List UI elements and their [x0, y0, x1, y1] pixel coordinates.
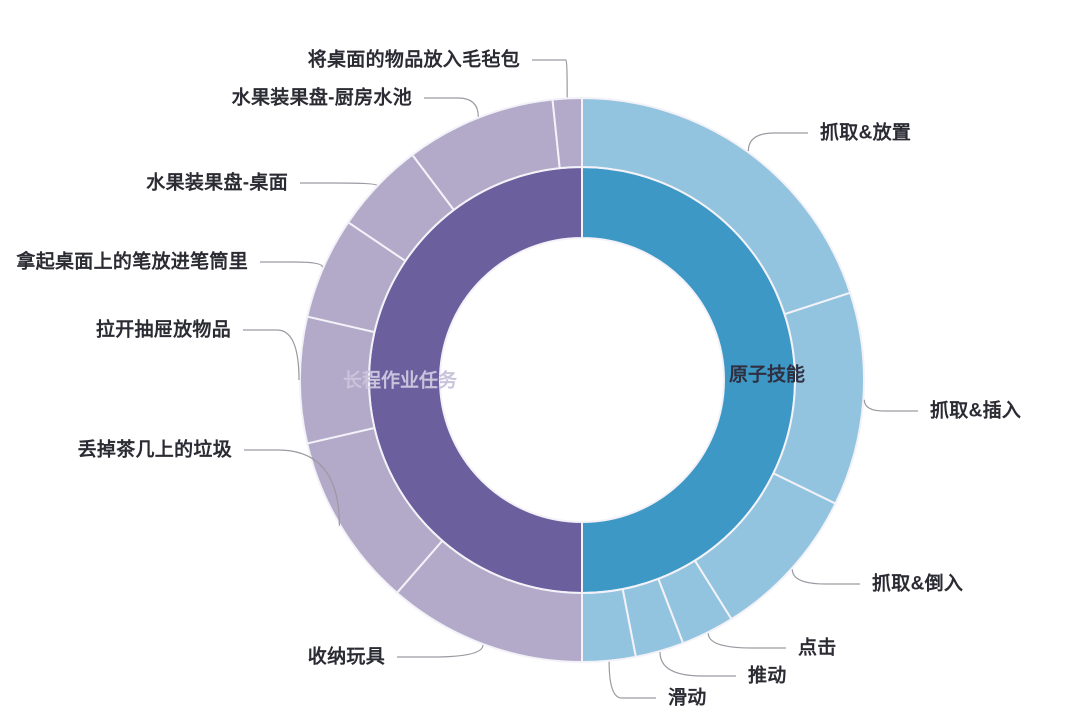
inner-ring-label: 原子技能 — [728, 364, 806, 386]
slice-callout-label: 水果装果盘-厨房水池 — [231, 87, 412, 109]
leader-line — [244, 449, 341, 526]
leader-line — [791, 569, 860, 585]
outer-ring-group — [299, 97, 865, 663]
slice-callout-label: 水果装果盘-桌面 — [146, 172, 288, 194]
inner-ring-label: 长程作业任务 — [342, 370, 458, 392]
leader-lines-group — [243, 59, 918, 699]
leader-line — [659, 652, 736, 677]
slice-callout-label: 抓取&放置 — [820, 122, 912, 144]
leader-line — [707, 633, 786, 649]
leader-line — [243, 329, 300, 381]
slice-callout-label: 将桌面的物品放入毛毡包 — [307, 49, 520, 71]
leader-line — [863, 399, 918, 412]
slice-callout-label: 点击 — [798, 637, 837, 659]
slice-callout-label: 滑动 — [668, 687, 707, 709]
leader-line — [300, 182, 378, 186]
leader-line — [608, 661, 656, 699]
leader-line — [747, 132, 808, 152]
leader-line — [397, 644, 484, 658]
slice-callout-label: 拉开抽屉放物品 — [95, 319, 231, 341]
leader-line — [260, 261, 324, 268]
leader-line — [424, 97, 479, 117]
slice-callout-label: 抓取&插入 — [930, 400, 1022, 422]
slice-callout-label: 丢掉茶几上的垃圾 — [77, 439, 232, 461]
slice-callout-label: 抓取&倒入 — [872, 573, 964, 595]
outer-slice[interactable] — [551, 97, 583, 170]
slice-callout-label: 收纳玩具 — [307, 646, 385, 668]
leader-line — [532, 59, 568, 98]
slice-callout-label: 拿起桌面上的笔放进笔筒里 — [16, 251, 248, 273]
slice-callout-label: 推动 — [748, 665, 787, 687]
